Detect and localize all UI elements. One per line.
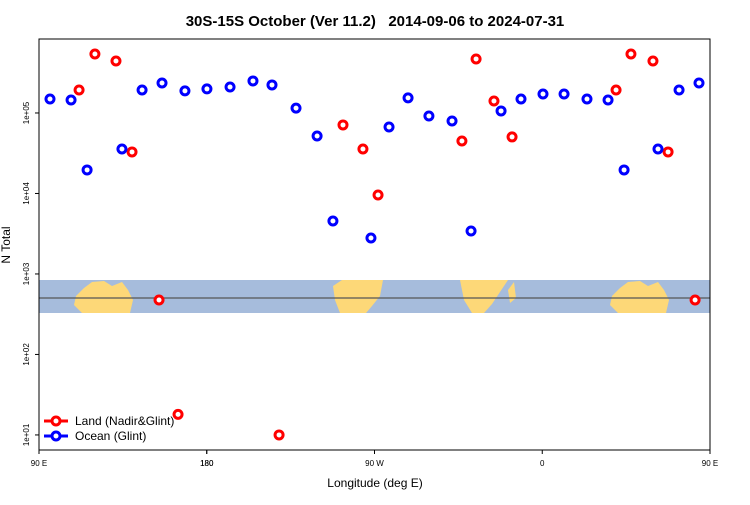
x-tick-label: 90 E xyxy=(702,459,718,468)
point xyxy=(311,130,323,142)
point xyxy=(266,79,278,91)
point xyxy=(156,77,168,89)
x-tick-label: 180 xyxy=(200,459,214,468)
y-tick-label: 1e+01 xyxy=(22,423,31,446)
point xyxy=(136,84,148,96)
point xyxy=(110,55,122,67)
x-axis-label: Longitude (deg E) xyxy=(327,476,422,490)
y-tick-label: 1e+05 xyxy=(22,101,31,124)
chart-title: 30S-15S October (Ver 11.2) 2014-09-06 to… xyxy=(186,13,565,30)
x-tick-label: 90 W xyxy=(365,459,384,468)
y-tick-label: 1e+02 xyxy=(22,343,31,366)
point xyxy=(423,110,435,122)
point xyxy=(662,146,674,158)
x-tick-label: 90 E xyxy=(31,459,47,468)
point xyxy=(515,93,527,105)
y-axis-label: N Total xyxy=(0,226,13,263)
point xyxy=(652,143,664,155)
map-land xyxy=(460,280,508,313)
point xyxy=(357,143,369,155)
map-land xyxy=(74,281,133,313)
point xyxy=(647,55,659,67)
map-strip xyxy=(39,280,710,313)
point xyxy=(81,164,93,176)
point xyxy=(383,121,395,133)
legend-label: Land (Nadir&Glint) xyxy=(75,414,174,428)
point xyxy=(402,92,414,104)
point xyxy=(625,48,637,60)
point xyxy=(89,48,101,60)
x-tick-label: 0 xyxy=(540,459,545,468)
point xyxy=(610,84,622,96)
point xyxy=(372,189,384,201)
point xyxy=(673,84,685,96)
point xyxy=(456,135,468,147)
point xyxy=(465,225,477,237)
point xyxy=(618,164,630,176)
map-land xyxy=(333,280,383,313)
point xyxy=(446,115,458,127)
point xyxy=(537,88,549,100)
legend: Land (Nadir&Glint)Ocean (Glint) xyxy=(44,414,174,443)
legend-marker xyxy=(50,430,62,442)
point xyxy=(488,95,500,107)
point xyxy=(116,143,128,155)
legend-marker xyxy=(50,415,62,427)
point xyxy=(602,94,614,106)
point xyxy=(65,94,77,106)
point xyxy=(247,75,259,87)
point xyxy=(558,88,570,100)
point xyxy=(172,408,184,420)
point xyxy=(327,215,339,227)
point xyxy=(126,146,138,158)
x-tick-label: 180 xyxy=(200,459,214,468)
point xyxy=(506,131,518,143)
point xyxy=(495,105,507,117)
point xyxy=(153,294,165,306)
point xyxy=(44,93,56,105)
point xyxy=(365,232,377,244)
marks xyxy=(44,48,705,441)
legend-label: Ocean (Glint) xyxy=(75,429,146,443)
point xyxy=(201,83,213,95)
point xyxy=(470,53,482,65)
point xyxy=(290,102,302,114)
point xyxy=(693,77,705,89)
point xyxy=(689,294,701,306)
y-tick-label: 1e+04 xyxy=(22,182,31,205)
point xyxy=(179,85,191,97)
y-tick-label: 1e+03 xyxy=(22,262,31,285)
point xyxy=(273,429,285,441)
point xyxy=(337,119,349,131)
point xyxy=(581,93,593,105)
point xyxy=(73,84,85,96)
point xyxy=(224,81,236,93)
map-land xyxy=(610,281,669,313)
